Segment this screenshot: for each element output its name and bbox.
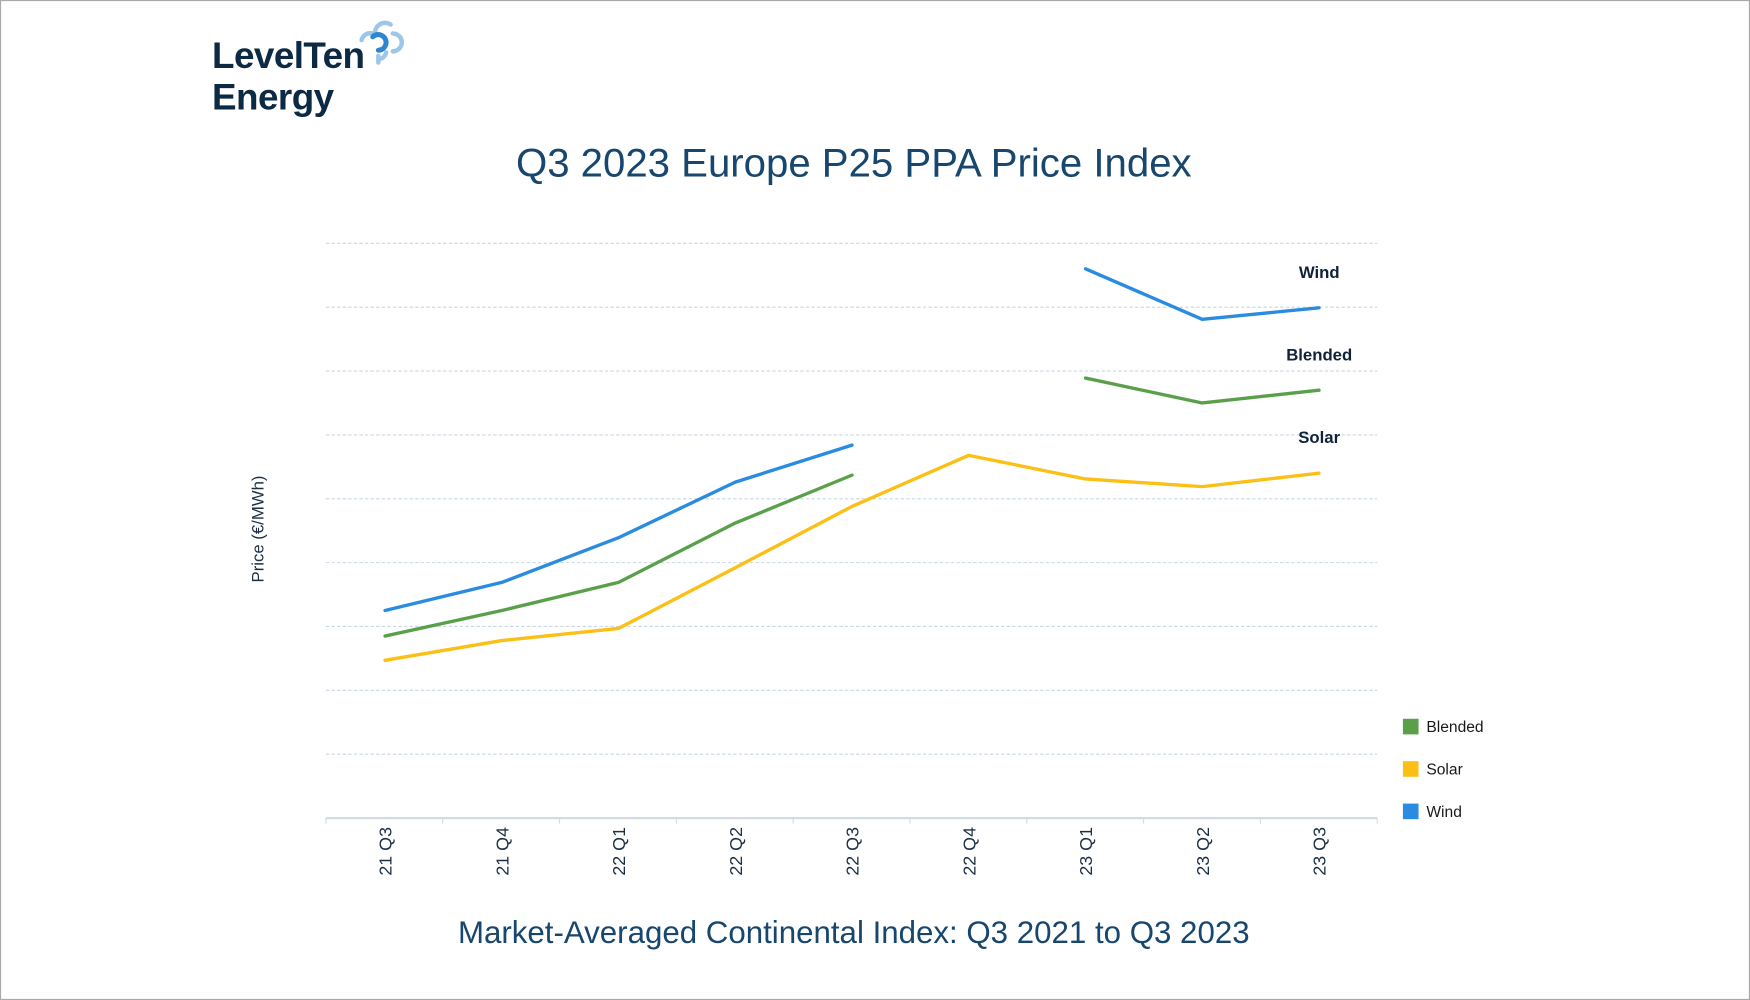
legend-label-blended: Blended: [1426, 719, 1483, 736]
logo: LevelTen Energy: [212, 20, 404, 117]
legend-label-solar: Solar: [1426, 762, 1462, 779]
x-tick-label: 22 Q2: [726, 827, 746, 876]
x-tick-label: 22 Q1: [609, 827, 629, 876]
end-label-solar: Solar: [1298, 428, 1340, 447]
legend-label-wind: Wind: [1426, 804, 1462, 821]
logo-cloud-mark-icon: [359, 20, 404, 65]
logo-text-line1: LevelTen: [212, 35, 364, 76]
x-tick-label: 21 Q4: [492, 827, 512, 876]
x-tick-label: 23 Q1: [1076, 827, 1096, 876]
chart-title: Q3 2023 Europe P25 PPA Price Index: [516, 140, 1192, 185]
gridlines: [325, 242, 1378, 755]
logo-text-line2: Energy: [212, 76, 335, 117]
x-tick-label: 23 Q2: [1193, 827, 1213, 876]
series-end-labels: Wind Blended Solar: [1286, 263, 1352, 447]
legend-swatch-blended: [1402, 718, 1419, 735]
legend: Blended Solar Wind: [1402, 718, 1484, 821]
x-tick-label: 22 Q3: [843, 827, 863, 876]
x-tick-label: 21 Q3: [376, 827, 396, 876]
chart-subtitle: Market-Averaged Continental Index: Q3 20…: [458, 915, 1250, 950]
x-tick-label: 23 Q3: [1310, 827, 1330, 876]
series-lines: [383, 267, 1321, 663]
y-axis-label: Price (€/MWh): [248, 476, 267, 583]
legend-swatch-wind: [1402, 803, 1419, 820]
legend-swatch-solar: [1402, 761, 1419, 777]
end-label-blended: Blended: [1286, 345, 1352, 364]
end-label-wind: Wind: [1299, 263, 1340, 282]
x-tick-label: 22 Q4: [959, 827, 979, 876]
x-axis: 21 Q3 21 Q4 22 Q1 22 Q2 22 Q3 22 Q4 23 Q1 23 Q2…: [325, 816, 1378, 876]
